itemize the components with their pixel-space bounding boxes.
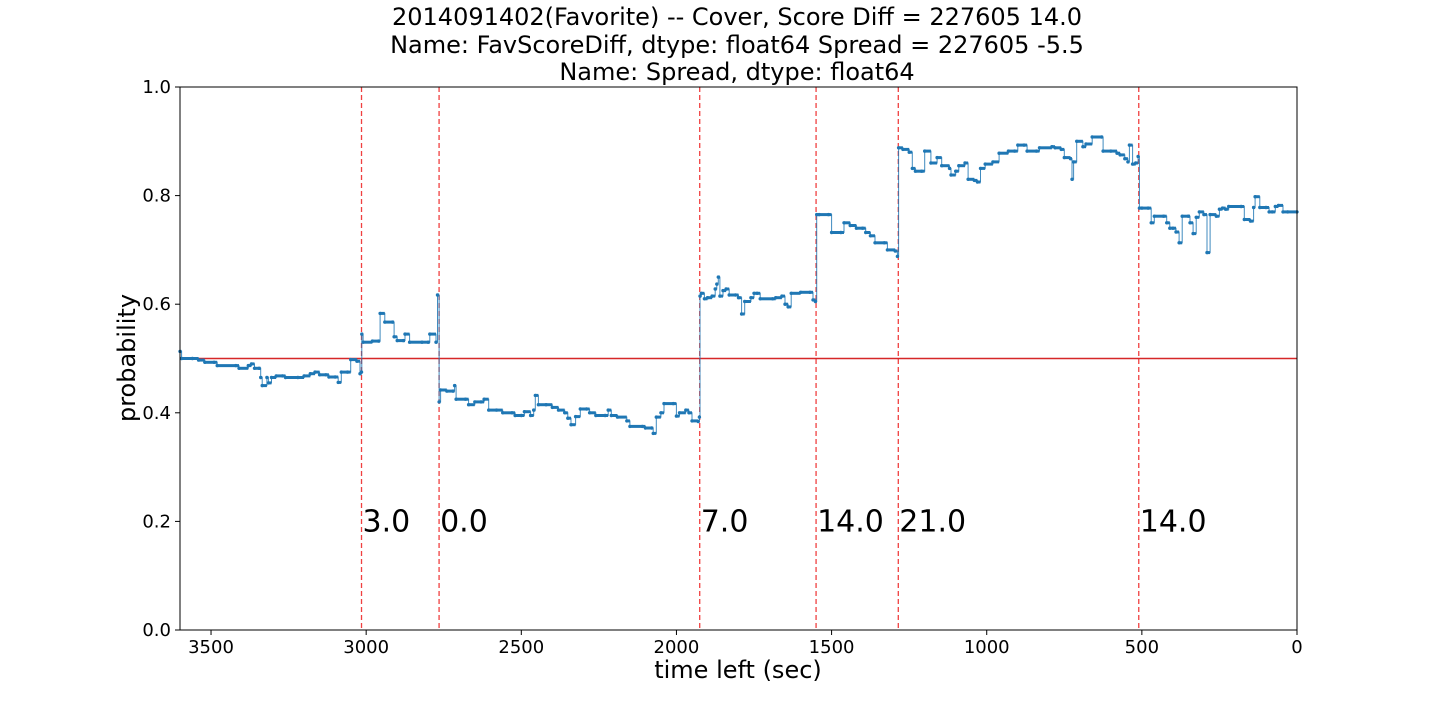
y-tick-label: 0.8: [142, 186, 171, 207]
x-axis-label: time left (sec): [654, 656, 822, 684]
title-line-1: 2014091402(Favorite) -- Cover, Score Dif…: [392, 3, 1082, 31]
data-point: [697, 415, 702, 419]
score-label: 0.0: [440, 504, 488, 539]
y-tick-label: 0.0: [142, 620, 171, 641]
x-tick-label: 1000: [964, 637, 1010, 658]
y-tick-label: 1.0: [142, 77, 171, 98]
score-label: 21.0: [899, 504, 966, 539]
x-tick-label: 2500: [498, 637, 544, 658]
y-tick-label: 0.2: [142, 511, 171, 532]
x-tick-label: 3000: [343, 637, 389, 658]
x-tick-label: 2000: [654, 637, 700, 658]
score-label: 3.0: [363, 504, 411, 539]
score-label: 7.0: [701, 504, 749, 539]
y-axis-label: probability: [113, 294, 141, 422]
y-tick-label: 0.6: [142, 294, 171, 315]
title-line-3: Name: Spread, dtype: float64: [559, 58, 914, 86]
axis-ticks: 3500 3000 2500 2000 1500 1000 500 0 0.0 0.2 0.4 0.6…: [142, 77, 1302, 658]
title-line-2: Name: FavScoreDiff, dtype: float64 Sprea…: [390, 31, 1084, 59]
y-tick-label: 0.4: [142, 403, 171, 424]
x-tick-label: 3500: [188, 637, 234, 658]
score-label: 14.0: [817, 504, 884, 539]
x-tick-label: 500: [1125, 637, 1159, 658]
chart-title: 2014091402(Favorite) -- Cover, Score Dif…: [390, 3, 1084, 86]
plot-area: 3.0 0.0 7.0 14.0 21.0 14.0: [178, 86, 1299, 631]
x-tick-label: 0: [1291, 637, 1302, 658]
plot-frame: [179, 86, 1298, 631]
x-tick-label: 1500: [809, 637, 855, 658]
score-label: 14.0: [1140, 504, 1207, 539]
